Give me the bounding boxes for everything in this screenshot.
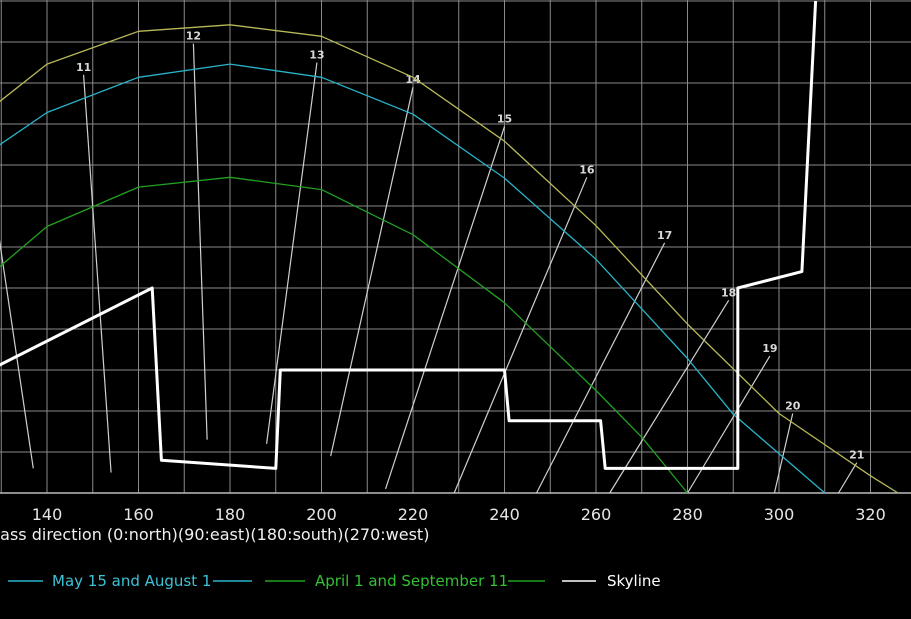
hour-lines: 101112131415161718192021 bbox=[0, 30, 864, 494]
sun-path-series bbox=[0, 63, 826, 494]
hour-line bbox=[609, 299, 730, 494]
x-tick-labels: 140 160 180 200 220 240 260 280 300 320 bbox=[32, 505, 886, 524]
hour-line bbox=[686, 355, 771, 494]
hour-label: 15 bbox=[497, 112, 512, 125]
hour-line bbox=[0, 239, 34, 469]
hour-line bbox=[192, 43, 208, 440]
hour-label: 11 bbox=[76, 61, 91, 74]
x-tick-label: 180 bbox=[215, 505, 246, 524]
legend: May 15 and August 1 April 1 and Septembe… bbox=[8, 572, 661, 590]
hour-line bbox=[535, 242, 666, 494]
hour-line bbox=[266, 62, 318, 444]
hour-label: 12 bbox=[186, 30, 201, 43]
x-tick-label: 200 bbox=[306, 505, 337, 524]
x-tick-label: 320 bbox=[855, 505, 886, 524]
x-tick-label: 300 bbox=[764, 505, 795, 524]
hour-line bbox=[453, 177, 588, 494]
hour-label: 21 bbox=[849, 449, 864, 462]
x-tick-label: 140 bbox=[32, 505, 63, 524]
legend-label-apr-sep: April 1 and September 11 bbox=[315, 572, 508, 590]
sun-path-series bbox=[0, 176, 689, 494]
grid-lines bbox=[0, 0, 911, 493]
x-tick-label: 220 bbox=[398, 505, 429, 524]
legend-label-may-aug: May 15 and August 1 bbox=[52, 572, 211, 590]
hour-line bbox=[330, 86, 414, 457]
sun-path-curves bbox=[0, 0, 899, 494]
hour-line bbox=[384, 126, 506, 490]
x-tick-label: 160 bbox=[123, 505, 154, 524]
hour-label: 13 bbox=[309, 49, 324, 62]
hour-label: 18 bbox=[721, 286, 736, 299]
skyline-series bbox=[0, 0, 818, 470]
hour-label: 17 bbox=[657, 229, 672, 242]
hour-label: 16 bbox=[579, 163, 595, 176]
x-tick-label: 240 bbox=[489, 505, 520, 524]
hour-line bbox=[773, 413, 794, 494]
hour-label: 14 bbox=[405, 73, 421, 86]
hour-label: 20 bbox=[785, 399, 801, 412]
legend-label-skyline: Skyline bbox=[607, 572, 661, 590]
hour-line bbox=[83, 74, 112, 473]
sun-path-series bbox=[0, 24, 899, 494]
hour-label: 19 bbox=[762, 342, 777, 355]
hour-line bbox=[837, 462, 858, 494]
x-tick-label: 260 bbox=[581, 505, 612, 524]
x-axis: 140 160 180 200 220 240 260 280 300 320 pass dire… bbox=[0, 492, 911, 544]
x-tick-label: 280 bbox=[672, 505, 703, 524]
x-axis-label: pass direction (0:north)(90:east)(180:so… bbox=[0, 525, 429, 544]
